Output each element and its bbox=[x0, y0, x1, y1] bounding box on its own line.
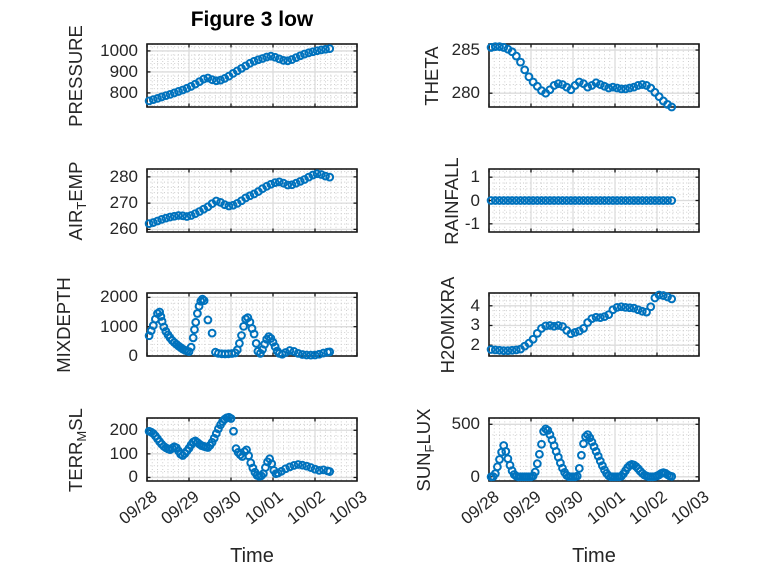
figure-title: Figure 3 low bbox=[190, 8, 314, 31]
x-axis-label-left: Time bbox=[230, 545, 274, 567]
rainfall-y-tick-label: -1 bbox=[464, 213, 480, 233]
subplot-mixdepth bbox=[138, 284, 366, 365]
air_temp-y-tick-label: 280 bbox=[109, 166, 138, 186]
pressure-y-tick-label: 800 bbox=[109, 82, 138, 102]
subplot-h2omixra bbox=[480, 284, 708, 365]
subplot-air_temp bbox=[138, 160, 366, 241]
h2omixra-y-tick-label: 3 bbox=[470, 315, 480, 335]
air_temp-y-tick-label: 260 bbox=[109, 219, 138, 239]
terr_msl-y-tick-label: 200 bbox=[109, 420, 138, 440]
pressure-y-tick-label: 1000 bbox=[100, 40, 138, 60]
h2omixra-y-tick-label: 4 bbox=[470, 295, 480, 315]
mixdepth-y-tick-label: 2000 bbox=[100, 287, 138, 307]
mixdepth-y-tick-label: 0 bbox=[128, 346, 138, 365]
subplot-rainfall bbox=[480, 160, 708, 241]
terr_msl-y-tick-label: 0 bbox=[128, 467, 138, 487]
sun_flux-y-tick-label: 500 bbox=[451, 414, 480, 434]
theta-y-tick-label: 285 bbox=[451, 40, 480, 60]
terr_msl-y-axis-label: TERRMSL bbox=[65, 407, 89, 492]
h2omixra-y-axis-label: H2OMIXRA bbox=[437, 276, 458, 373]
rainfall-y-tick-label: 0 bbox=[470, 190, 480, 210]
rainfall-y-tick-label: 1 bbox=[470, 167, 480, 187]
theta-y-tick-label: 280 bbox=[451, 83, 480, 103]
subplot-sun_flux bbox=[480, 409, 708, 490]
subplot-pressure bbox=[138, 35, 366, 116]
subplot-theta bbox=[480, 35, 708, 116]
sun_flux-y-tick-label: 0 bbox=[470, 466, 480, 486]
pressure-y-tick-label: 900 bbox=[109, 61, 138, 81]
sun_flux-y-axis-label: SUNFLUX bbox=[413, 408, 437, 492]
h2omixra-y-tick-label: 2 bbox=[470, 335, 480, 355]
x-axis-label-right: Time bbox=[572, 545, 616, 567]
mixdepth-y-tick-label: 1000 bbox=[100, 316, 138, 336]
air_temp-y-tick-label: 270 bbox=[109, 193, 138, 213]
terr_msl-y-tick-label: 100 bbox=[109, 443, 138, 463]
subplot-terr_msl bbox=[138, 409, 366, 490]
